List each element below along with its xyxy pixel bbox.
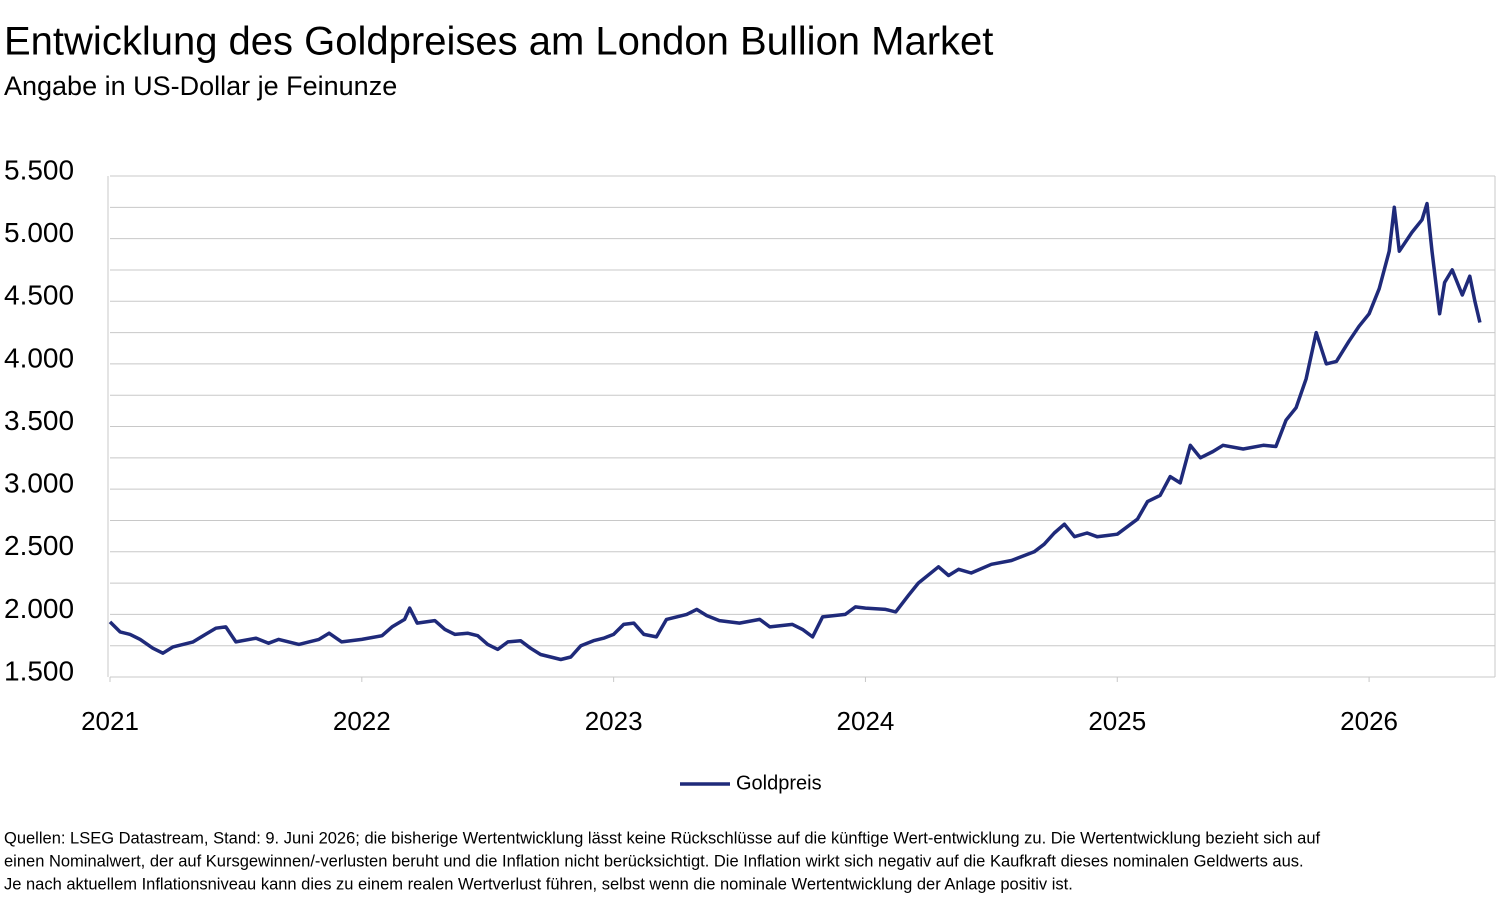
y-tick-label: 3.500 [4,405,74,436]
y-tick-label: 2.000 [4,593,74,624]
footnote: einen Nominalwert, der auf Kursgewinnen/… [4,852,1304,870]
x-tick-label: 2026 [1340,706,1398,736]
x-tick-label: 2023 [585,706,643,736]
y-tick-label: 5.000 [4,217,74,248]
footnote: Quellen: LSEG Datastream, Stand: 9. Juni… [4,829,1321,847]
y-tick-label: 5.500 [4,154,74,185]
footnote: Je nach aktuellem Inflationsniveau kann … [4,875,1073,893]
y-tick-label: 4.000 [4,342,74,373]
x-tick-label: 2024 [837,706,895,736]
y-tick-label: 1.500 [4,655,74,686]
legend-label: Goldpreis [736,772,822,794]
y-tick-label: 2.500 [4,530,74,561]
y-tick-label: 4.500 [4,280,74,311]
x-tick-label: 2025 [1088,706,1146,736]
chart-subtitle: Angabe in US-Dollar je Feinunze [4,71,397,101]
x-tick-label: 2021 [81,706,139,736]
chart-title: Entwicklung des Goldpreises am London Bu… [4,20,993,64]
y-tick-label: 3.000 [4,468,74,499]
line-series [108,201,1482,662]
x-tick-label: 2022 [333,706,391,736]
